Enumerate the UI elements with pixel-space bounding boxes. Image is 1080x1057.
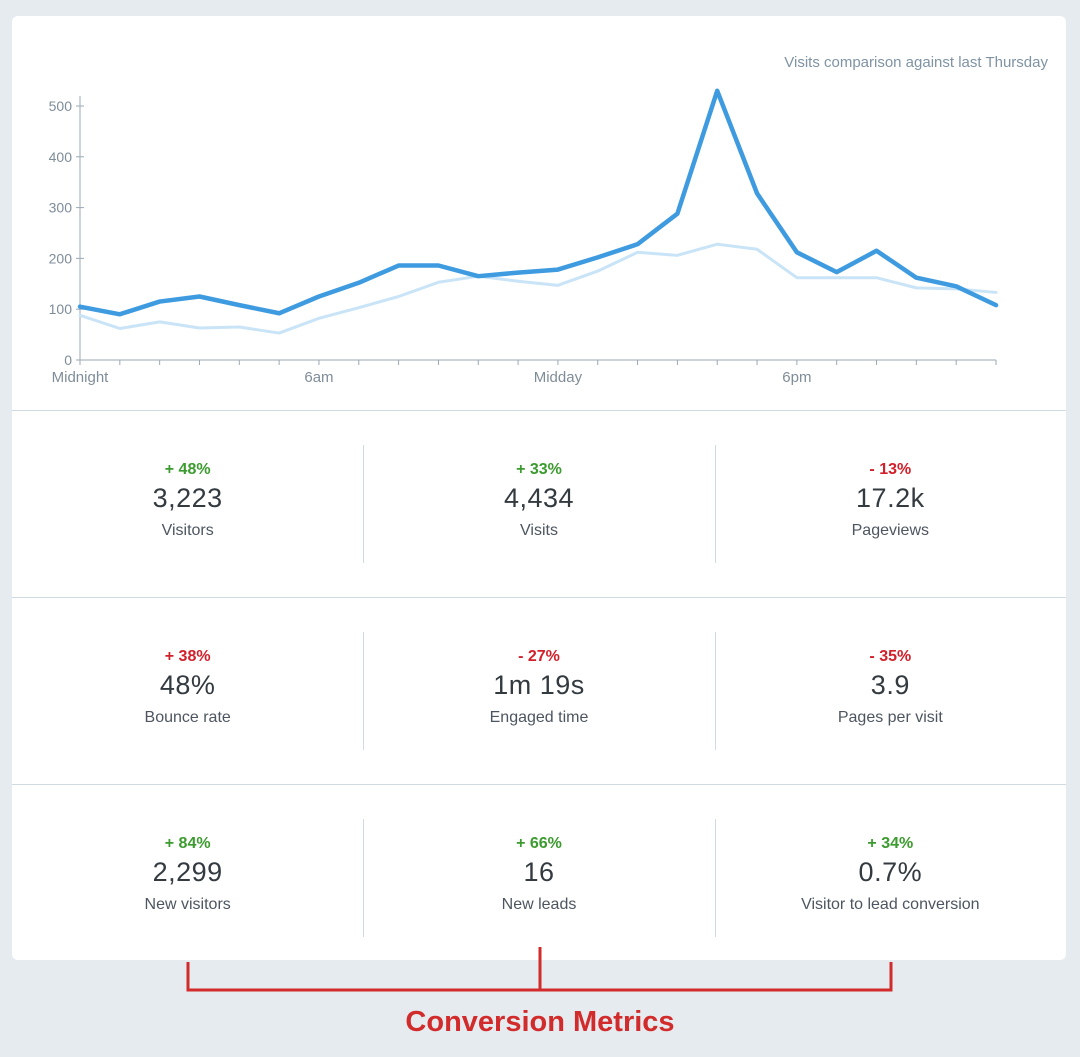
metric-label: Visits	[520, 522, 558, 539]
metric-value: 1m 19s	[493, 670, 585, 700]
metric-change: - 27%	[518, 648, 560, 665]
metrics-row-1: + 48% 3,223 Visitors + 33% 4,434 Visits …	[12, 410, 1066, 597]
metric-value: 4,434	[503, 483, 575, 513]
metric-label: Pageviews	[851, 522, 929, 539]
metric-change: + 84%	[164, 835, 211, 852]
metric-value: 2,299	[152, 857, 223, 887]
metric-visits: + 33% 4,434 Visits	[363, 411, 714, 597]
y-tick-label: 0	[64, 352, 72, 368]
metric-change: + 48%	[164, 461, 211, 478]
series-line-today	[77, 88, 999, 317]
metric-value: 17.2k	[856, 483, 925, 513]
metric-label: Engaged time	[489, 709, 589, 726]
metric-pages-per-visit: - 35% 3.9 Pages per visit	[714, 598, 1066, 784]
series-line-last-thursday	[78, 242, 998, 335]
y-tick-label: 500	[49, 98, 73, 114]
x-tick-label: 6pm	[782, 369, 811, 386]
visits-line-chart: 0 100 200 300 400 500 Midnight 6am Midday 6pm	[49, 88, 999, 386]
metric-label: Visitor to lead conversion	[801, 896, 980, 913]
metrics-row-2: + 38% 48% Bounce rate - 27% 1m 19s Engag…	[12, 597, 1066, 784]
metric-label: Bounce rate	[144, 709, 231, 726]
metric-new-leads: + 66% 16 New leads	[363, 785, 714, 971]
metric-engaged-time: - 27% 1m 19s Engaged time	[363, 598, 714, 784]
metric-value: 3.9	[870, 670, 910, 700]
metric-value: 48%	[159, 670, 216, 700]
metric-new-visitors: + 84% 2,299 New visitors	[12, 785, 363, 971]
metric-value: 3,223	[152, 483, 223, 513]
metric-bounce-rate: + 38% 48% Bounce rate	[12, 598, 363, 784]
metric-visitor-to-lead-conversion: + 34% 0.7% Visitor to lead conversion	[714, 785, 1066, 971]
analytics-card: Visits comparison against last Thursday …	[12, 16, 1066, 960]
x-tick-label: Midday	[534, 369, 583, 386]
x-tick-label: 6am	[304, 369, 333, 386]
metric-change: - 35%	[869, 648, 912, 665]
metric-change: + 66%	[516, 835, 562, 852]
metric-label: New leads	[501, 896, 577, 913]
metric-label: New visitors	[144, 896, 231, 913]
metric-change: + 34%	[867, 835, 914, 852]
metric-change: + 38%	[164, 648, 211, 665]
y-tick-label: 200	[49, 250, 73, 266]
conversion-metrics-label: Conversion Metrics	[405, 1006, 675, 1038]
metric-value: 16	[523, 857, 555, 887]
y-tick-label: 100	[49, 301, 73, 317]
y-tick-label: 300	[49, 200, 73, 216]
metric-pageviews: - 13% 17.2k Pageviews	[714, 411, 1066, 597]
metric-change: - 13%	[869, 461, 912, 478]
metric-label: Visitors	[161, 522, 214, 539]
metric-value: 0.7%	[858, 857, 923, 887]
bracket-line	[186, 947, 893, 992]
metric-change: + 33%	[516, 461, 562, 478]
x-tick-label: Midnight	[52, 369, 110, 386]
chart-caption: Visits comparison against last Thursday	[784, 54, 1048, 71]
metrics-row-3: + 84% 2,299 New visitors + 66% 16 New le…	[12, 784, 1066, 971]
y-tick-label: 400	[49, 149, 73, 165]
metric-visitors: + 48% 3,223 Visitors	[12, 411, 363, 597]
metric-label: Pages per visit	[837, 709, 943, 726]
conversion-metrics-bracket	[186, 947, 893, 992]
